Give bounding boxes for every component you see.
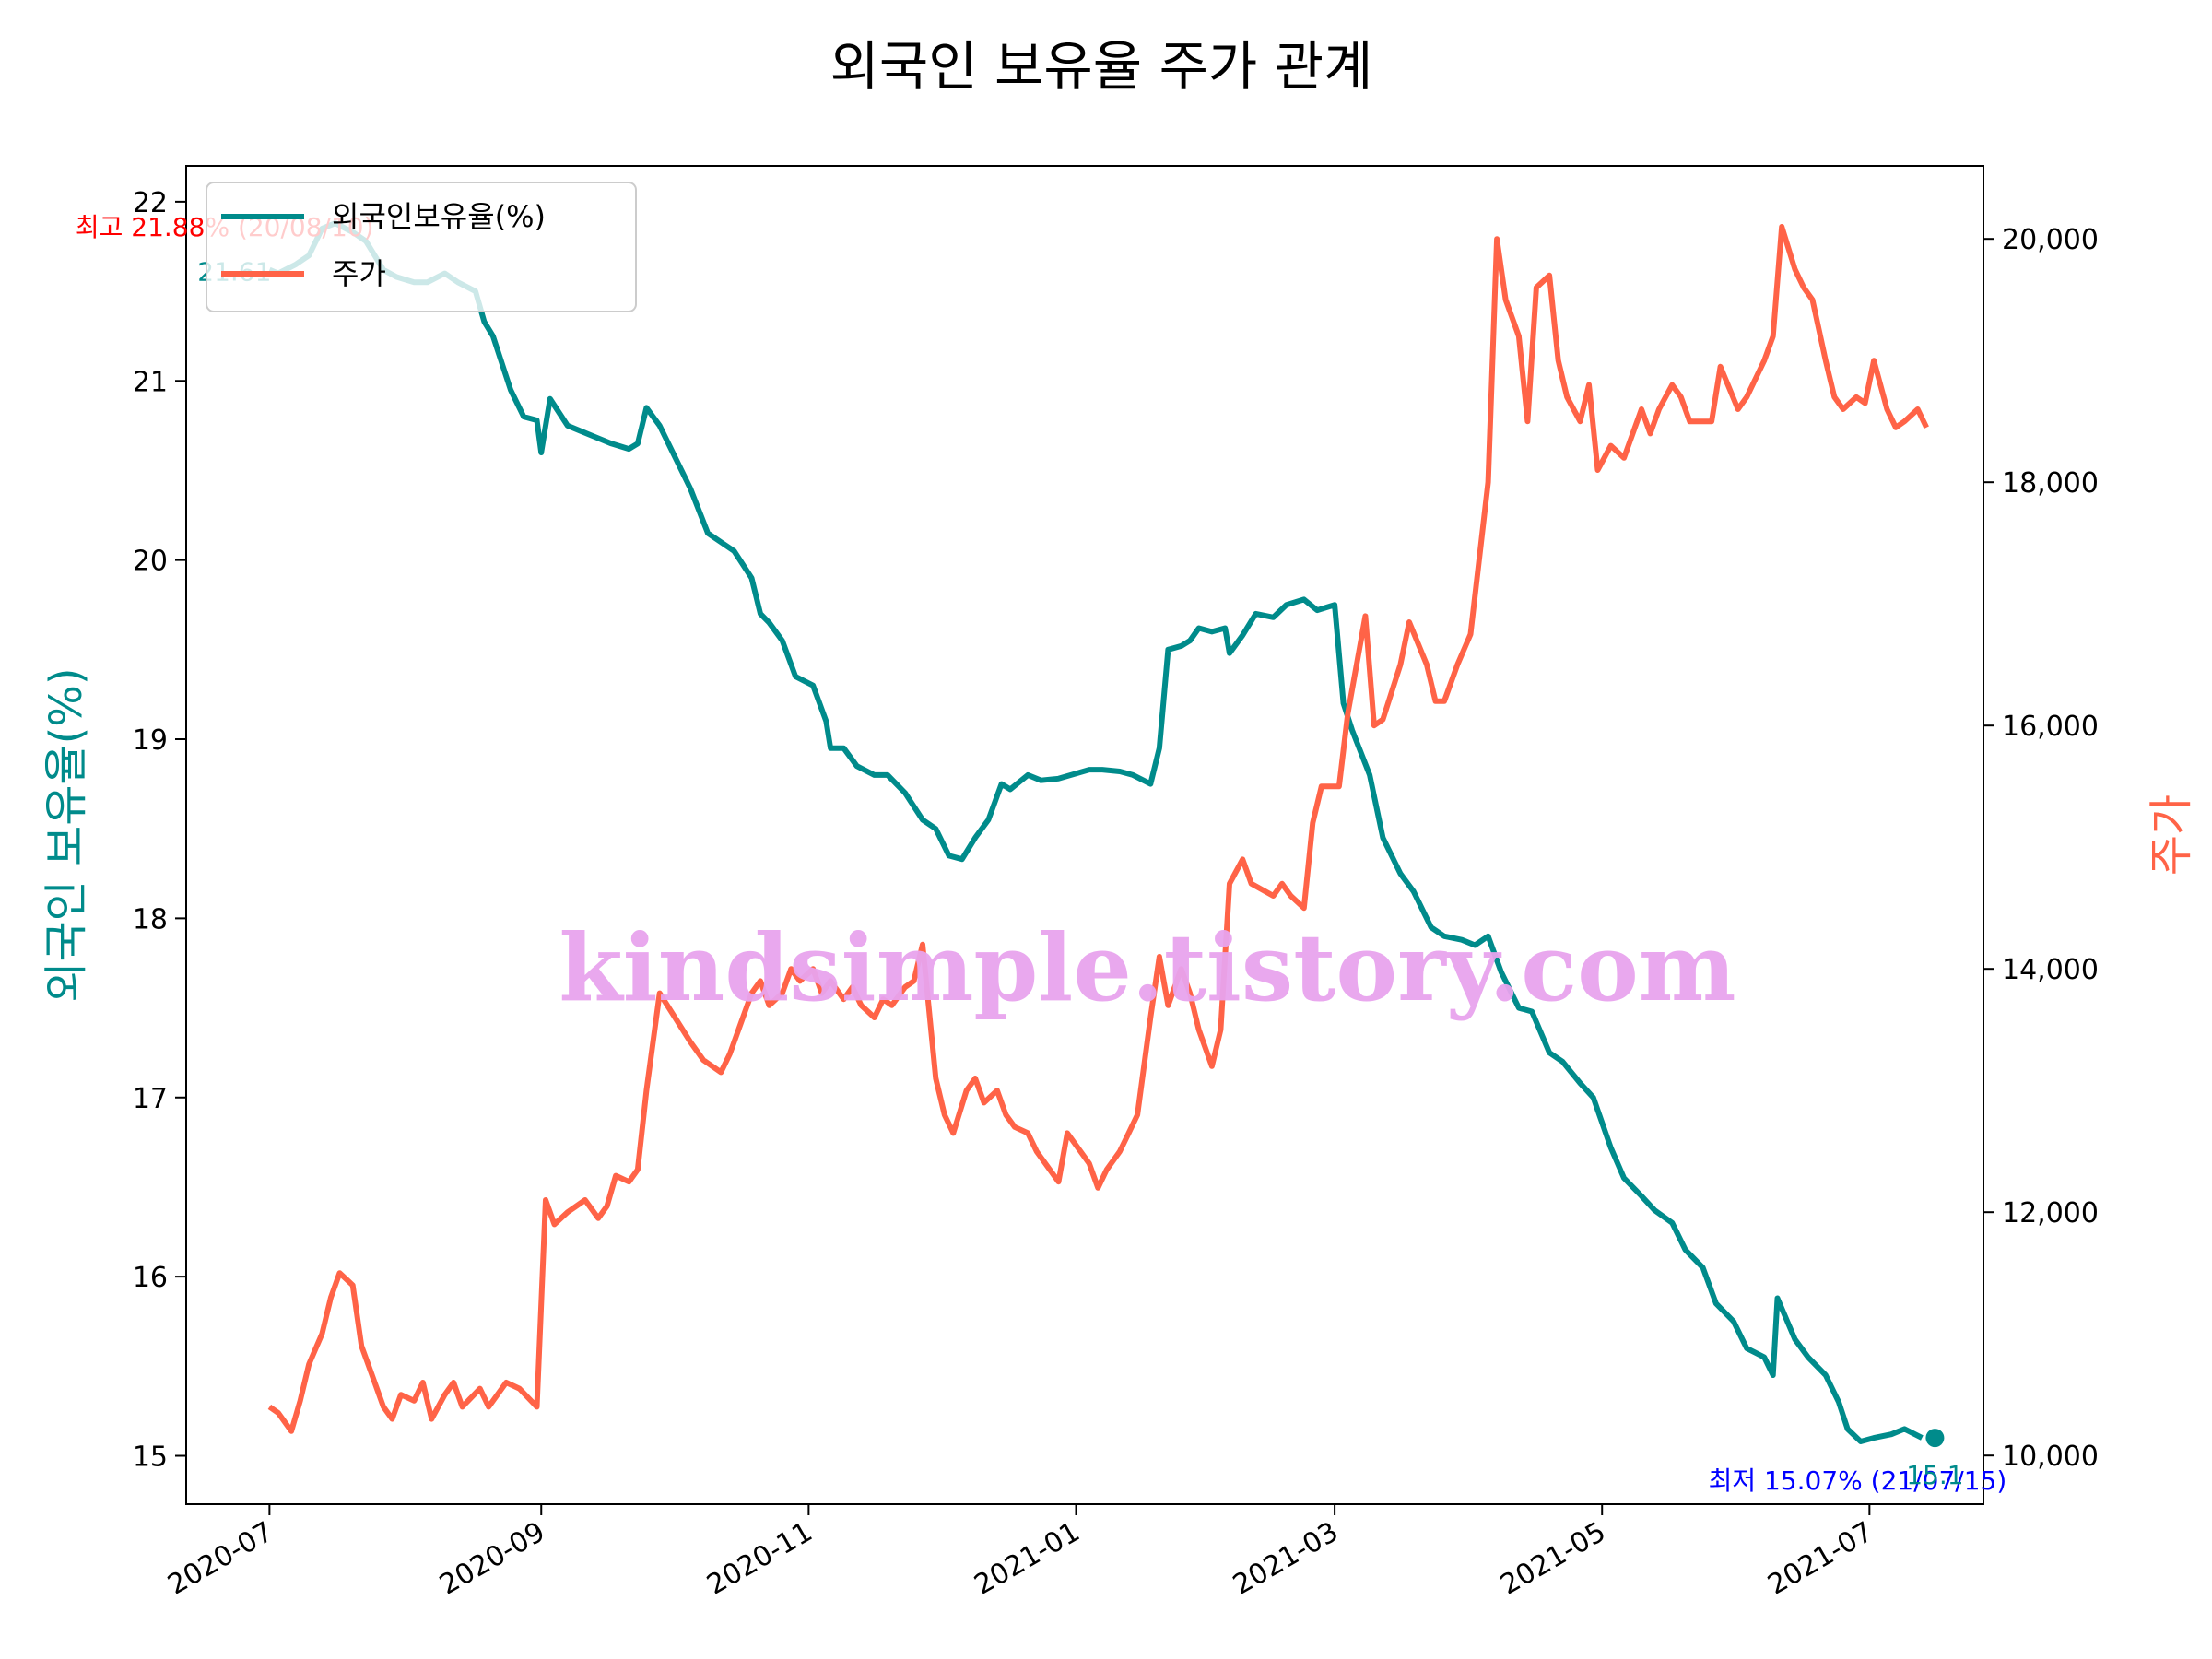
y-right-tick-label: 16,000 [2002, 711, 2099, 743]
legend-label-price: 주가 [332, 256, 386, 291]
y-right-tick-label: 20,000 [2002, 224, 2099, 256]
plot-area [267, 220, 1929, 1444]
y-right-tick-label: 14,000 [2002, 954, 2099, 986]
series-line-foreign [268, 220, 1924, 1444]
y-right-tick-label: 12,000 [2002, 1197, 2099, 1230]
last-point-marker [1925, 1429, 1945, 1448]
x-axis: 2020-07 2020-09 2020-11 2021-01 2021-03 2021-… [162, 1504, 1878, 1602]
plot-frame [185, 165, 1984, 1505]
y-right-tick-label: 18,000 [2002, 467, 2099, 500]
y-axis-left: 15 16 17 18 19 20 21 22 [133, 187, 186, 1474]
y-axis-right: 10,000 12,000 14,000 16,000 18,000 20,000 [1983, 224, 2099, 1473]
y-axis-left-label: 외국인 보유율(%) [41, 667, 92, 1002]
x-tick-label: 2020-07 [162, 1516, 278, 1602]
y-right-tick-label: 10,000 [2002, 1441, 2099, 1473]
legend-box [206, 182, 637, 312]
y-axis-right-label: 주가 [2146, 794, 2197, 876]
watermark: kindsimple.tistory.com [559, 913, 1735, 1022]
y-left-tick-label: 15 [133, 1441, 168, 1474]
x-tick-label: 2021-01 [969, 1516, 1085, 1602]
x-tick-label: 2021-07 [1762, 1516, 1878, 1602]
y-left-tick-label: 22 [133, 187, 168, 219]
y-left-tick-label: 18 [133, 903, 168, 935]
chart-title: 외국인 보유율 주가 관계 [830, 35, 1373, 98]
y-left-tick-label: 19 [133, 724, 168, 757]
y-left-tick-label: 21 [133, 366, 168, 398]
y-left-tick-label: 16 [133, 1262, 168, 1294]
y-left-tick-label: 20 [133, 546, 168, 578]
legend: 외국인보유율(%) 주가 [206, 182, 637, 312]
y-left-tick-label: 17 [133, 1083, 168, 1115]
series-line-price [267, 224, 1929, 1434]
x-tick-label: 2021-03 [1228, 1516, 1344, 1602]
legend-label-foreign: 외국인보유율(%) [332, 199, 546, 234]
x-tick-label: 2020-11 [701, 1516, 818, 1602]
last-value-label: 15.1 [1906, 1460, 1963, 1490]
x-tick-label: 2021-05 [1495, 1516, 1611, 1602]
min-annotation: 최저 15.07% (21/07/15) [1709, 1465, 2007, 1496]
x-tick-label: 2020-09 [434, 1516, 550, 1602]
